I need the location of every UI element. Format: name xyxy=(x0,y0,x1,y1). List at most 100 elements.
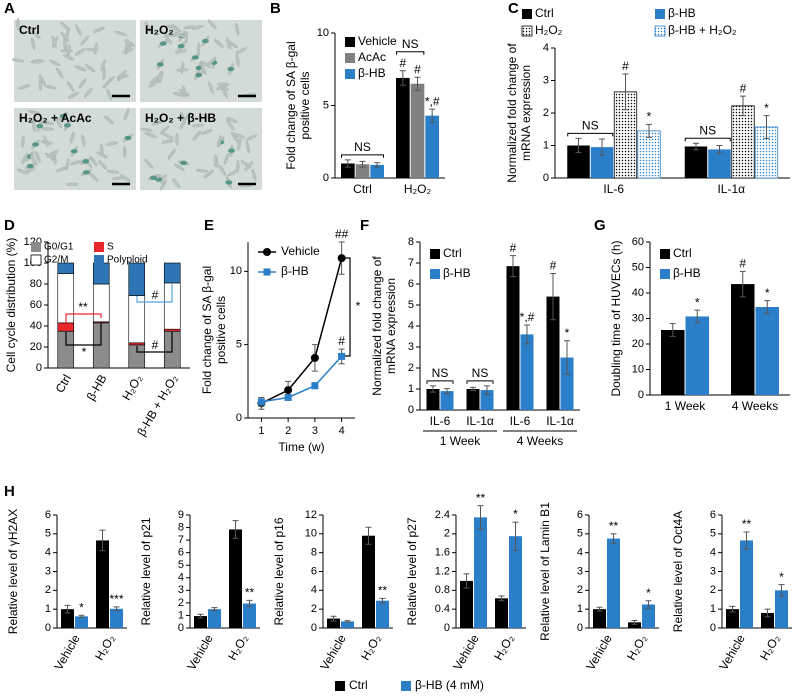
x-tick-label: H₂O₂ xyxy=(119,372,145,403)
error-bar xyxy=(365,526,372,545)
marker xyxy=(337,254,346,263)
stained-cell xyxy=(26,163,34,169)
error-bar xyxy=(764,300,771,314)
cell xyxy=(18,84,31,90)
legend-label: β-HB + H₂O₂ xyxy=(668,23,737,37)
significance-mark: *,# xyxy=(520,310,535,324)
cell xyxy=(31,29,41,40)
y-tick-label: 3 xyxy=(577,565,583,577)
cell xyxy=(32,119,36,132)
bracket xyxy=(426,380,454,384)
cell xyxy=(106,88,113,101)
x-tick-label: H₂O₂ xyxy=(404,182,432,196)
y-axis-label: positive cells xyxy=(298,71,312,139)
significance-mark: # xyxy=(739,256,746,270)
bar-segment xyxy=(92,262,110,285)
y-tick-label: 7 xyxy=(178,534,184,546)
y-tick-label: 6 xyxy=(178,547,184,559)
cell xyxy=(98,160,108,170)
cell xyxy=(191,123,205,128)
y-tick-label: 10 xyxy=(305,528,317,540)
y-tick-label: 20 xyxy=(30,341,42,353)
bar xyxy=(396,77,410,178)
panel-label: B xyxy=(270,0,281,17)
cell xyxy=(183,25,196,30)
cell xyxy=(69,131,75,144)
bracket xyxy=(341,154,384,158)
error-bar xyxy=(374,162,381,168)
error-bar xyxy=(740,95,746,117)
bracket xyxy=(567,132,614,137)
significance-mark: ** xyxy=(742,517,752,531)
cell xyxy=(123,145,127,159)
y-axis-label: Fold change of SA β-gal xyxy=(284,41,298,169)
x-tick-label: H₂O₂ xyxy=(358,632,384,663)
x-tick-label: β-HB xyxy=(84,372,110,403)
stained-cell xyxy=(159,41,167,46)
bar-segment xyxy=(57,262,75,274)
panel-label: F xyxy=(360,217,369,234)
cell xyxy=(245,140,250,154)
legend-swatch xyxy=(345,37,355,47)
marker xyxy=(338,352,346,360)
y-tick-label: 60 xyxy=(632,236,644,248)
y-tick-label: 5 xyxy=(236,339,242,351)
x-tick-label: 4 xyxy=(339,425,345,437)
y-tick-label: 0 xyxy=(408,404,414,416)
stained-cell xyxy=(227,66,235,72)
cell xyxy=(207,19,217,29)
y-tick-label: 7 xyxy=(408,257,414,269)
legend-label: β-HB xyxy=(443,266,471,280)
legend-label: Polyploid xyxy=(107,255,148,266)
panel-label: E xyxy=(204,217,214,234)
cell xyxy=(160,178,167,191)
error-bar xyxy=(778,584,785,597)
cell xyxy=(81,134,86,147)
y-tick-label: 1 xyxy=(710,603,716,615)
x-tick-label: Ctrl xyxy=(53,372,74,395)
image-caption: H₂O₂ xyxy=(145,23,174,37)
y-axis-label: positive cells xyxy=(214,296,228,364)
x-tick-label: 1 Week xyxy=(665,399,706,413)
image-caption: H₂O₂ + AcAc xyxy=(19,111,92,125)
legend-swatch xyxy=(94,242,104,252)
x-tick-label: H₂O₂ xyxy=(491,632,517,663)
y-tick-label: 1.6 xyxy=(435,547,450,559)
error-bar xyxy=(379,597,386,604)
bar xyxy=(460,580,473,628)
bar xyxy=(75,616,88,628)
x-tick-label: IL-1α xyxy=(546,414,574,428)
legend-swatch xyxy=(335,681,345,691)
cell xyxy=(49,59,61,67)
bar xyxy=(466,389,480,410)
cell xyxy=(140,127,153,132)
significance-mark: * xyxy=(647,110,652,124)
error-bar xyxy=(729,605,736,613)
y-tick-label: 3 xyxy=(178,584,184,596)
significance-mark: # xyxy=(152,288,159,302)
y-tick-label: 1 xyxy=(178,609,184,621)
y-tick-label: 2 xyxy=(311,603,317,615)
bracket xyxy=(136,284,173,303)
y-tick-label: 0 xyxy=(311,622,317,634)
cell xyxy=(38,74,46,86)
error-bar xyxy=(211,607,218,612)
legend-label: S xyxy=(107,242,114,253)
significance-mark: NS xyxy=(582,119,599,133)
error-bar xyxy=(470,386,476,392)
bar xyxy=(506,266,520,410)
bar xyxy=(96,540,109,628)
error-bar xyxy=(484,385,490,395)
stained-cell xyxy=(180,160,188,166)
legend-swatch xyxy=(430,249,440,259)
legend-label: Ctrl xyxy=(443,246,462,260)
cell xyxy=(67,91,80,99)
bar xyxy=(590,147,614,178)
error-bar xyxy=(669,323,676,337)
bar xyxy=(685,316,709,395)
bar xyxy=(593,609,606,628)
bar xyxy=(684,146,708,178)
bar xyxy=(410,83,425,178)
cell xyxy=(174,49,187,54)
bar xyxy=(708,149,731,178)
